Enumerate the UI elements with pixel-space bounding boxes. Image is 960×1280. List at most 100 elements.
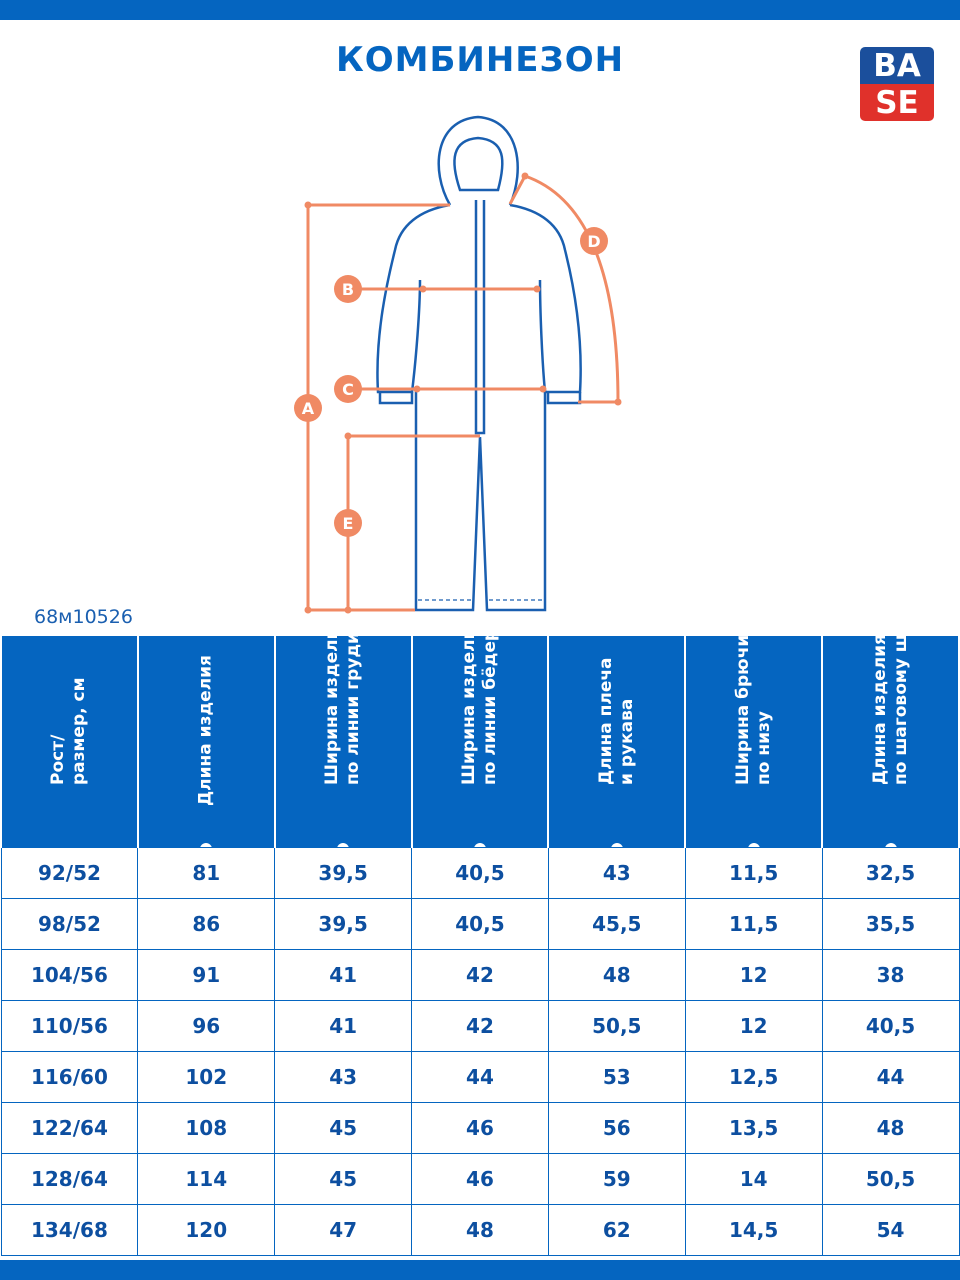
label-a-marker	[294, 394, 322, 422]
table-cell: 38	[821, 949, 960, 1001]
header-line1: Рост/	[48, 734, 69, 785]
measure-marker	[747, 843, 760, 848]
table-cell: 44	[821, 1051, 960, 1103]
table-row: 98/52 86 39,5 40,5 45,5 11,5 35,5	[0, 898, 960, 950]
measure-marker	[610, 843, 623, 848]
column-header: Длина изделия по шаговому шву	[821, 636, 960, 848]
table-cell: 116/60	[0, 1051, 139, 1103]
table-cell: 42	[411, 949, 549, 1001]
table-row: 134/68 120 47 48 62 14,5 54	[0, 1204, 960, 1256]
table-cell: 54	[821, 1204, 960, 1256]
table-cell: 46	[411, 1153, 549, 1205]
label-d: D	[587, 232, 600, 251]
table-row: 92/52 81 39,5 40,5 43 11,5 32,5	[0, 847, 960, 899]
page-title: КОМБИНЕЗОН	[335, 40, 625, 80]
table-cell: 45	[274, 1153, 413, 1205]
table-cell: 128/64	[0, 1153, 139, 1205]
header-line2: и рукава	[616, 698, 637, 785]
table-row: 128/64 114 45 46 59 14 50,5	[0, 1153, 960, 1205]
table-cell: 102	[137, 1051, 276, 1103]
table-cell: 50,5	[547, 1000, 686, 1052]
article-number: 68м10526	[34, 606, 133, 628]
brand-logo: BA SE	[860, 47, 934, 121]
table-cell: 48	[821, 1102, 960, 1154]
bottom-bar	[0, 1260, 960, 1280]
column-header: Длина изделия	[136, 636, 276, 848]
header-line1: Ширина изделия	[458, 636, 479, 785]
jumpsuit-outline	[376, 115, 582, 612]
table-cell: 40,5	[411, 898, 549, 950]
table-cell: 41	[274, 949, 413, 1001]
label-c: C	[342, 380, 354, 399]
logo-top: BA	[860, 47, 934, 84]
table-cell: 14	[684, 1153, 823, 1205]
table-cell: 12,5	[684, 1051, 823, 1103]
table-cell: 59	[547, 1153, 686, 1205]
table-cell: 104/56	[0, 949, 139, 1001]
table-cell: 12	[684, 1000, 823, 1052]
table-cell: 43	[274, 1051, 413, 1103]
table-cell: 40,5	[411, 847, 549, 899]
logo-bottom: SE	[860, 84, 934, 121]
table-cell: 92/52	[0, 847, 139, 899]
table-cell: 62	[547, 1204, 686, 1256]
column-header: Ширина изделия по линии бёдер	[410, 636, 550, 848]
header-line1: Ширина изделия	[322, 636, 343, 785]
header-line1: Длина плеча	[595, 657, 616, 785]
table-cell: 12	[684, 949, 823, 1001]
table-cell: 14,5	[684, 1204, 823, 1256]
table-cell: 11,5	[684, 847, 823, 899]
table-row: 110/56 96 41 42 50,5 12 40,5	[0, 1000, 960, 1052]
label-b: B	[342, 280, 354, 299]
table-cell: 122/64	[0, 1102, 139, 1154]
header-line2: размер, см	[69, 677, 90, 785]
label-e: E	[343, 514, 354, 533]
measure-marker	[200, 843, 213, 848]
header-line2: по низу	[753, 711, 774, 785]
table-cell: 41	[274, 1000, 413, 1052]
table-cell: 114	[137, 1153, 276, 1205]
table-cell: 98/52	[0, 898, 139, 950]
measure-marker	[473, 843, 486, 848]
table-cell: 42	[411, 1000, 549, 1052]
table-cell: 91	[137, 949, 276, 1001]
top-bar	[0, 0, 960, 20]
table-cell: 81	[137, 847, 276, 899]
table-cell: 45,5	[547, 898, 686, 950]
table-row: 116/60 102 43 44 53 12,5 44	[0, 1051, 960, 1103]
label-a: A	[302, 399, 315, 418]
table-row: 104/56 91 41 42 48 12 38	[0, 949, 960, 1001]
table-cell: 39,5	[274, 847, 413, 899]
table-cell: 120	[137, 1204, 276, 1256]
table-cell: 46	[411, 1102, 549, 1154]
table-cell: 44	[411, 1051, 549, 1103]
header-line2: по линии бёдер	[479, 636, 500, 785]
table-cell: 86	[137, 898, 276, 950]
table-cell: 56	[547, 1102, 686, 1154]
garment-diagram: A B C D E	[294, 115, 622, 614]
table-cell: 53	[547, 1051, 686, 1103]
label-b-marker	[334, 275, 362, 303]
header-line1: Длина изделия	[869, 636, 890, 785]
table-cell: 50,5	[821, 1153, 960, 1205]
table-cell: 134/68	[0, 1204, 139, 1256]
table-cell: 35,5	[821, 898, 960, 950]
table-cell: 39,5	[274, 898, 413, 950]
label-c-marker	[334, 375, 362, 403]
header-line2: по линии груди	[343, 636, 364, 785]
table-cell: 48	[411, 1204, 549, 1256]
table-cell: 48	[547, 949, 686, 1001]
measure-dots	[304, 172, 622, 614]
table-cell: 32,5	[821, 847, 960, 899]
column-header: Длина плеча и рукава	[547, 636, 687, 848]
column-header: Ширина изделия по линии груди	[273, 636, 413, 848]
measure-marker	[337, 843, 350, 848]
table-cell: 110/56	[0, 1000, 139, 1052]
table-row: 122/64 108 45 46 56 13,5 48	[0, 1102, 960, 1154]
column-header: Рост/размер, см	[0, 636, 139, 848]
label-e-marker	[334, 509, 362, 537]
table-cell: 47	[274, 1204, 413, 1256]
table-cell: 108	[137, 1102, 276, 1154]
table-cell: 45	[274, 1102, 413, 1154]
header-line1: Длина изделия	[195, 655, 216, 806]
